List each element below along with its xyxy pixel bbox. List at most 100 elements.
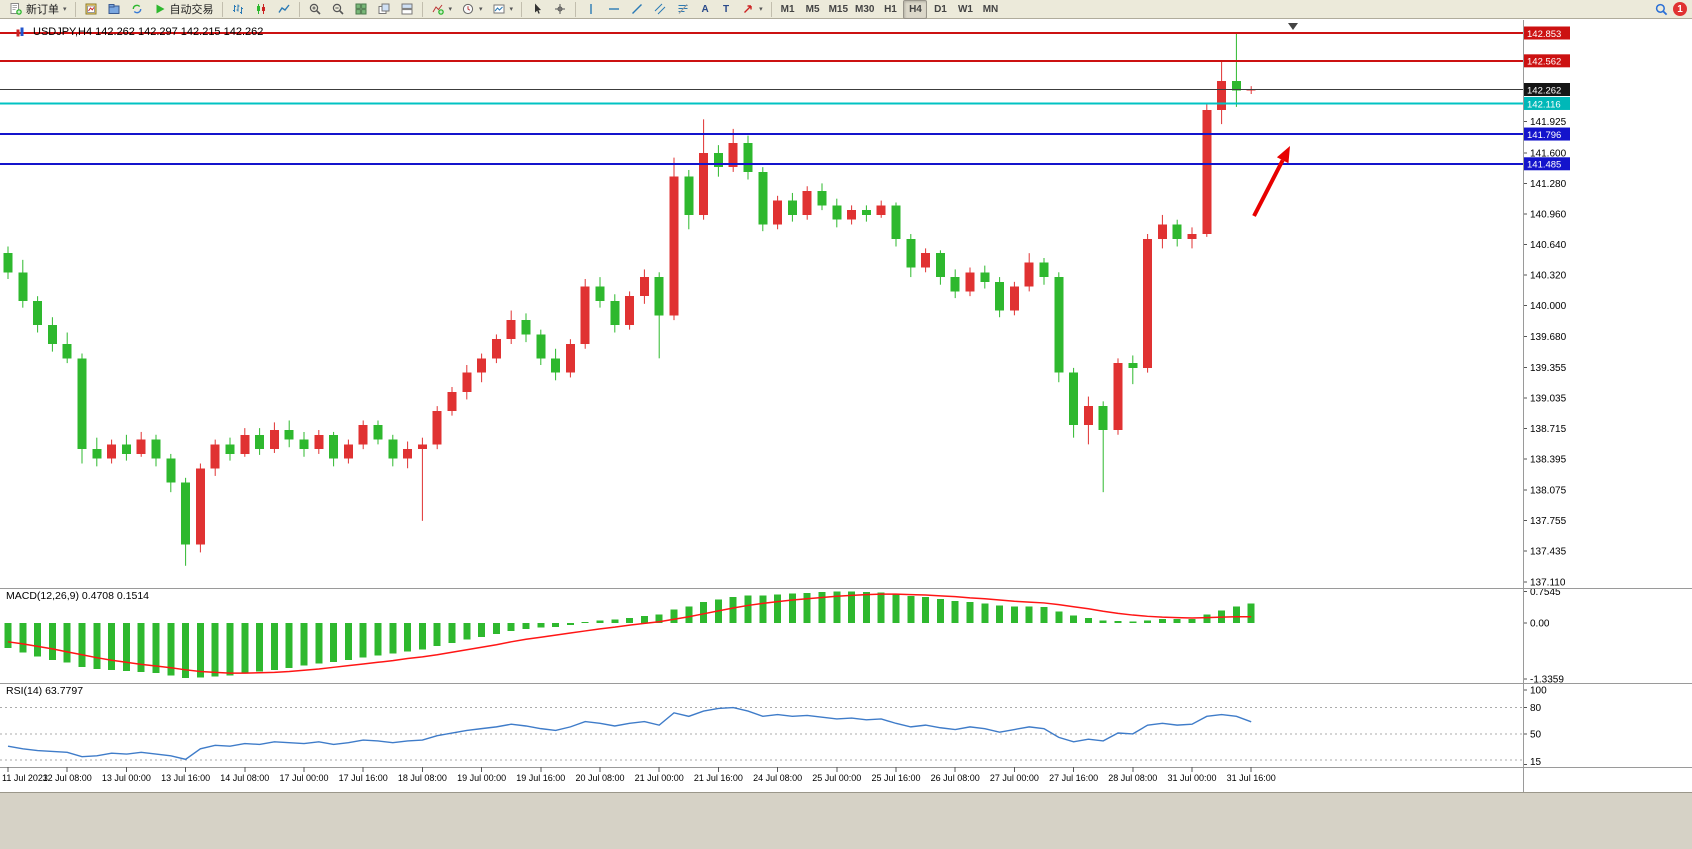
horizontal-line-icon [607,3,621,16]
svg-text:138.715: 138.715 [1530,424,1567,435]
chart-window-icon [14,25,28,38]
svg-text:15: 15 [1530,757,1542,768]
timeframe-button-d1[interactable]: D1 [934,3,947,15]
svg-text:21 Jul 00:00: 21 Jul 00:00 [635,773,684,783]
new-order-icon [9,3,23,16]
navigator-button[interactable] [103,0,125,19]
svg-text:31 Jul 16:00: 31 Jul 16:00 [1227,773,1276,783]
svg-text:13 Jul 00:00: 13 Jul 00:00 [102,773,151,783]
dropdown-arrow-icon: ▾ [63,6,67,13]
trendline-button[interactable] [626,0,648,19]
dropdown-arrow-icon: ▾ [509,6,514,13]
timeframe-button-h4[interactable]: H4 [903,0,928,19]
chart-title: USDJPY,H4 142.262 142.297 142.215 142.26… [14,25,263,38]
timeframe-button-m15[interactable]: M15 [828,3,849,15]
svg-text:137.435: 137.435 [1530,546,1567,557]
horizontal-line-button[interactable] [603,0,625,19]
candles-layer [3,33,1256,566]
label-button[interactable]: T [716,0,736,19]
vertical-line-icon [584,3,598,16]
fibonacci-button[interactable] [672,0,694,19]
macd-pane [4,591,1255,679]
svg-text:50: 50 [1530,729,1542,740]
price-badge [1524,127,1570,141]
timeframe-button-mn[interactable]: MN [982,3,999,15]
label-tool-icon: T [723,3,730,15]
indicators-icon [431,3,445,16]
channel-button[interactable] [649,0,671,19]
cursor-button[interactable] [526,0,548,19]
toolbar-separator [221,1,223,17]
svg-text:20 Jul 08:00: 20 Jul 08:00 [575,773,624,783]
zoom-in-button[interactable] [304,0,326,19]
market-watch-button[interactable] [80,0,102,19]
bar-chart-button[interactable] [227,0,249,19]
price-badge [1524,26,1570,40]
template-icon [492,3,506,16]
toolbar: 新订单 ▾ 自动交易 ▾ ▾ ▾ A T ▾ M1 M5 M15 M30 H1 H4 D1 W… [0,0,1692,19]
market-watch-icon [84,3,98,16]
macd-signal-line [7,593,1252,674]
trend-arrow-annotation[interactable] [1252,146,1290,217]
toolbar-separator [575,1,577,17]
search-button[interactable] [1650,0,1672,19]
svg-text:12 Jul 08:00: 12 Jul 08:00 [43,773,92,783]
auto-trading-button[interactable]: 自动交易 [149,0,218,19]
auto-trading-label: 自动交易 [169,4,214,16]
svg-text:19 Jul 00:00: 19 Jul 00:00 [457,773,506,783]
rsi-indicator-label: RSI(14) 63.7797 [6,685,84,697]
svg-text:100: 100 [1530,686,1547,697]
tile-windows-button[interactable] [350,0,372,19]
templates-button[interactable]: ▾ [488,0,518,19]
refresh-button[interactable] [126,0,148,19]
line-chart-icon [277,3,291,16]
svg-text:0.7545: 0.7545 [1530,587,1561,598]
timeframe-button-m5[interactable]: M5 [805,3,820,15]
crosshair-button[interactable] [549,0,571,19]
vertical-line-button[interactable] [580,0,602,19]
periods-button[interactable]: ▾ [457,0,487,19]
svg-text:137.755: 137.755 [1530,516,1567,527]
toolbar-separator [770,1,772,17]
dropdown-arrow-icon: ▾ [448,6,453,13]
svg-text:11 Jul 2023: 11 Jul 2023 [2,773,48,783]
cursor-icon [530,3,544,16]
svg-text:17 Jul 00:00: 17 Jul 00:00 [279,773,328,783]
zoom-out-button[interactable] [327,0,349,19]
price-axis[interactable]: 141.925 141.600 141.280 140.960 140.640 140.3… [1523,117,1567,768]
timeframe-button-h1[interactable]: H1 [884,3,897,15]
svg-text:138.395: 138.395 [1530,455,1567,466]
svg-text:27 Jul 00:00: 27 Jul 00:00 [990,773,1039,783]
chart-shift-marker[interactable] [1288,23,1298,30]
candlestick-chart-icon [254,3,268,16]
arrows-button[interactable]: ▾ [737,0,767,19]
svg-text:140.960: 140.960 [1530,209,1567,220]
rsi-levels [0,707,1523,761]
cascade-windows-button[interactable] [373,0,395,19]
candlestick-chart-button[interactable] [250,0,272,19]
arrange-windows-button[interactable] [396,0,418,19]
toolbar-separator [421,1,423,17]
svg-text:141.485: 141.485 [1527,160,1561,171]
svg-text:141.796: 141.796 [1527,130,1561,141]
chart-canvas[interactable]: 142.853 142.562 142.116 141.796 141.485 142.2… [0,20,1692,792]
macd-indicator-label: MACD(12,26,9) 0.4708 0.1514 [6,590,150,602]
price-badge [1524,54,1570,68]
svg-text:18 Jul 08:00: 18 Jul 08:00 [398,773,447,783]
price-badge [1524,96,1570,110]
tile-windows-icon [354,3,368,16]
new-order-button[interactable]: 新订单 ▾ [5,0,71,19]
line-chart-button[interactable] [273,0,295,19]
timeframe-button-m1[interactable]: M1 [780,3,795,15]
indicators-button[interactable]: ▾ [427,0,457,19]
dropdown-arrow-icon: ▾ [759,6,763,13]
price-badge [1524,157,1570,171]
toolbar-separator [74,1,76,17]
notification-badge[interactable]: 1 [1673,2,1687,16]
svg-text:25 Jul 00:00: 25 Jul 00:00 [812,773,861,783]
symbol-ohlc-title: USDJPY,H4 142.262 142.297 142.215 142.26… [33,25,264,38]
timeframe-button-m30[interactable]: M30 [855,3,875,15]
timeframe-button-w1[interactable]: W1 [957,3,973,15]
text-button[interactable]: A [695,0,715,19]
